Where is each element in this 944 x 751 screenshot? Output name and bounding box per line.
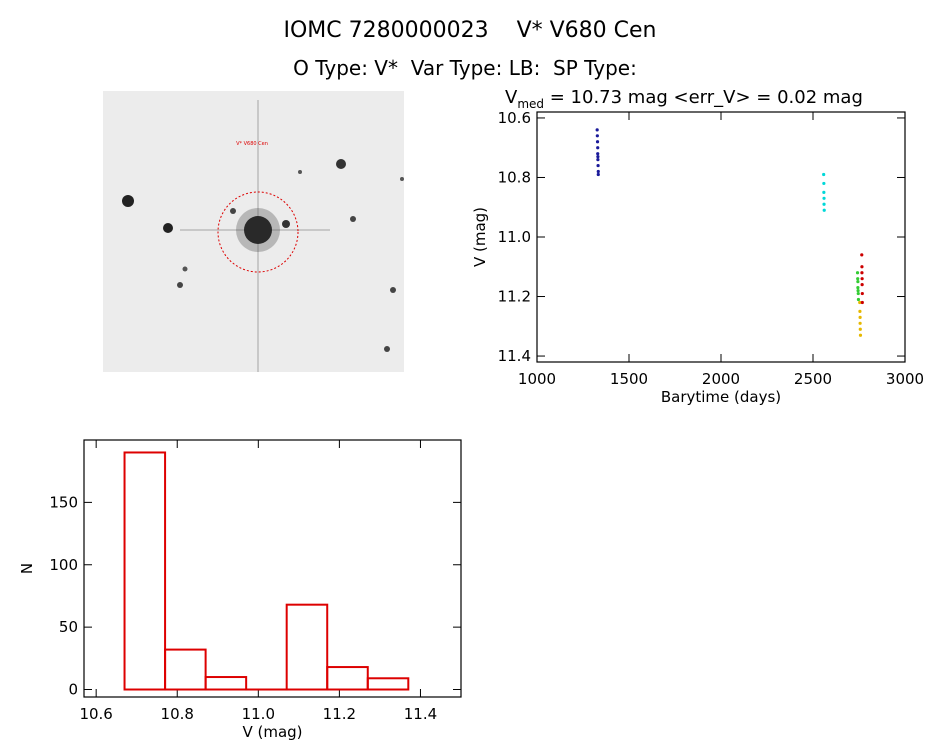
y-tick-label: 10.6: [498, 109, 531, 127]
star: [163, 223, 173, 233]
star: [390, 287, 396, 293]
data-point: [596, 146, 599, 149]
star: [350, 216, 356, 222]
data-point: [596, 164, 599, 167]
data-point: [861, 301, 864, 304]
image-label: V* V680 Cen: [236, 141, 268, 147]
data-point: [859, 328, 862, 331]
star: [183, 267, 188, 272]
y-tick-label: 11.4: [498, 347, 531, 365]
star: [177, 282, 183, 288]
chart-title-sub: med: [517, 97, 544, 111]
data-point: [860, 253, 863, 256]
y-tick-label: 11.0: [498, 228, 531, 246]
y-tick-label: 10.8: [498, 168, 531, 186]
data-point: [822, 182, 825, 185]
star: [400, 177, 404, 181]
data-point: [860, 265, 863, 268]
data-point: [857, 292, 860, 295]
data-point: [596, 155, 599, 158]
data-point: [856, 286, 859, 289]
data-point: [823, 209, 826, 212]
star: [122, 195, 134, 207]
data-point: [861, 283, 864, 286]
title: IOMC 7280000023 V* V680 Cen: [283, 18, 656, 43]
y-axis-label: V (mag): [471, 207, 489, 267]
subtitle: O Type: V* Var Type: LB: SP Type:: [293, 56, 637, 80]
y-tick-label: 0: [68, 681, 78, 699]
data-point: [597, 173, 600, 176]
x-tick-label: 10.6: [79, 705, 112, 723]
star: [230, 208, 236, 214]
data-point: [597, 170, 600, 173]
star-halo: [236, 208, 280, 252]
data-point: [822, 173, 825, 176]
y-tick-label: 100: [49, 556, 78, 574]
data-point: [822, 203, 825, 206]
data-point: [822, 197, 825, 200]
x-tick-label: 11.2: [323, 705, 356, 723]
chart-title: Vmed = 10.73 mag <err_V> = 0.02 mag: [505, 87, 863, 111]
data-point: [596, 134, 599, 137]
y-tick-label: 50: [59, 618, 78, 636]
data-point: [596, 158, 599, 161]
data-point: [859, 322, 862, 325]
data-point: [596, 128, 599, 131]
finder-image: V* V680 Cen: [103, 91, 404, 372]
data-point: [596, 152, 599, 155]
data-point: [861, 292, 864, 295]
data-point: [861, 277, 864, 280]
data-point: [859, 334, 862, 337]
data-point: [596, 140, 599, 143]
data-point: [856, 289, 859, 292]
y-tick-label: 11.2: [498, 288, 531, 306]
data-point: [822, 191, 825, 194]
chart-title-part: = 10.73 mag <err_V> = 0.02 mag: [544, 87, 863, 108]
x-axis-label: V (mag): [242, 723, 302, 741]
x-tick-label: 1500: [610, 370, 648, 388]
data-point: [856, 277, 859, 280]
y-axis-label: N: [18, 563, 36, 574]
y-tick-label: 150: [49, 493, 78, 511]
star: [282, 220, 290, 228]
data-point: [856, 280, 859, 283]
star: [384, 346, 390, 352]
x-tick-label: 11.4: [404, 705, 437, 723]
x-axis-label: Barytime (days): [661, 388, 781, 406]
data-point: [860, 271, 863, 274]
data-point: [858, 310, 861, 313]
x-tick-label: 11.0: [242, 705, 275, 723]
x-tick-label: 2000: [702, 370, 740, 388]
x-tick-label: 1000: [518, 370, 556, 388]
data-point: [856, 271, 859, 274]
star: [336, 159, 346, 169]
chart-title-part: V: [505, 87, 518, 108]
x-tick-label: 2500: [794, 370, 832, 388]
star: [298, 170, 302, 174]
data-point: [857, 298, 860, 301]
data-point: [859, 316, 862, 319]
x-tick-label: 3000: [886, 370, 924, 388]
x-tick-label: 10.8: [161, 705, 194, 723]
